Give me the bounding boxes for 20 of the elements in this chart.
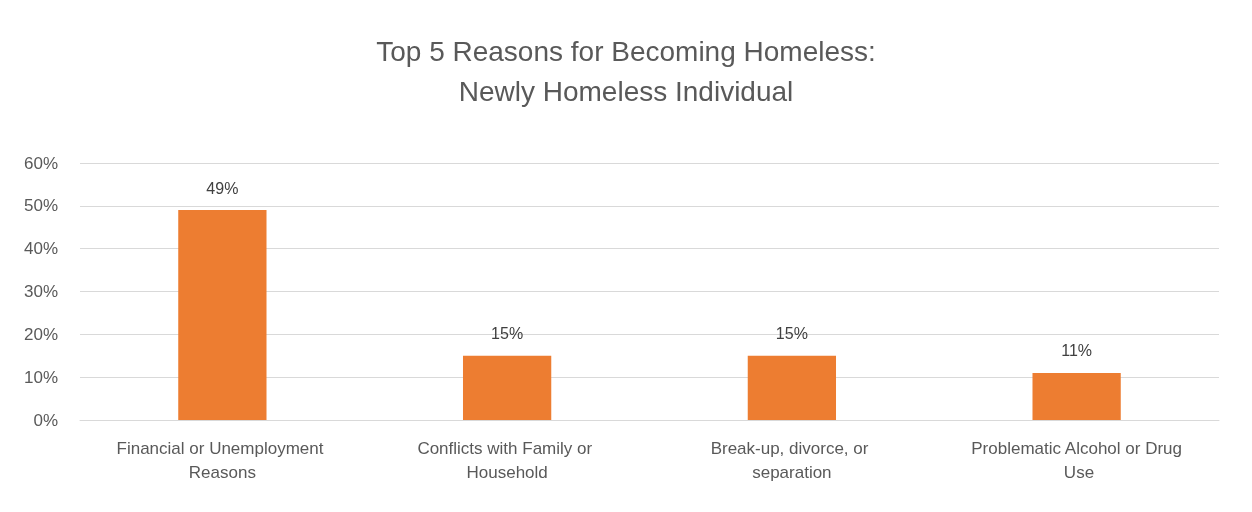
x-tick-label: Conflicts with Family or Household <box>417 438 597 482</box>
data-label: 15% <box>775 325 808 343</box>
x-tick-label: Break-up, divorce, or separation <box>710 438 874 482</box>
y-tick-label: 40% <box>23 239 58 259</box>
chart-title: Top 5 Reasons for Becoming Homeless: Newly Homeless Individual <box>376 35 876 107</box>
y-tick-label: 0% <box>33 410 58 430</box>
y-tick-label: 20% <box>23 324 58 344</box>
x-tick-label: Financial or Unemployment Reasons <box>116 438 329 482</box>
y-tick-label: 10% <box>23 367 58 387</box>
y-tick-label: 30% <box>23 282 58 301</box>
bar <box>1032 372 1121 420</box>
bar <box>747 355 837 420</box>
y-tick-label: 60% <box>23 153 58 173</box>
data-label: 11% <box>1061 342 1093 360</box>
x-tick-label: Problematic Alcohol or Drug Use <box>971 438 1182 482</box>
y-tick-label: 50% <box>23 196 58 216</box>
data-label: 15% <box>491 325 524 343</box>
bar <box>462 355 552 420</box>
bar <box>178 210 267 420</box>
data-label: 49% <box>206 179 239 197</box>
